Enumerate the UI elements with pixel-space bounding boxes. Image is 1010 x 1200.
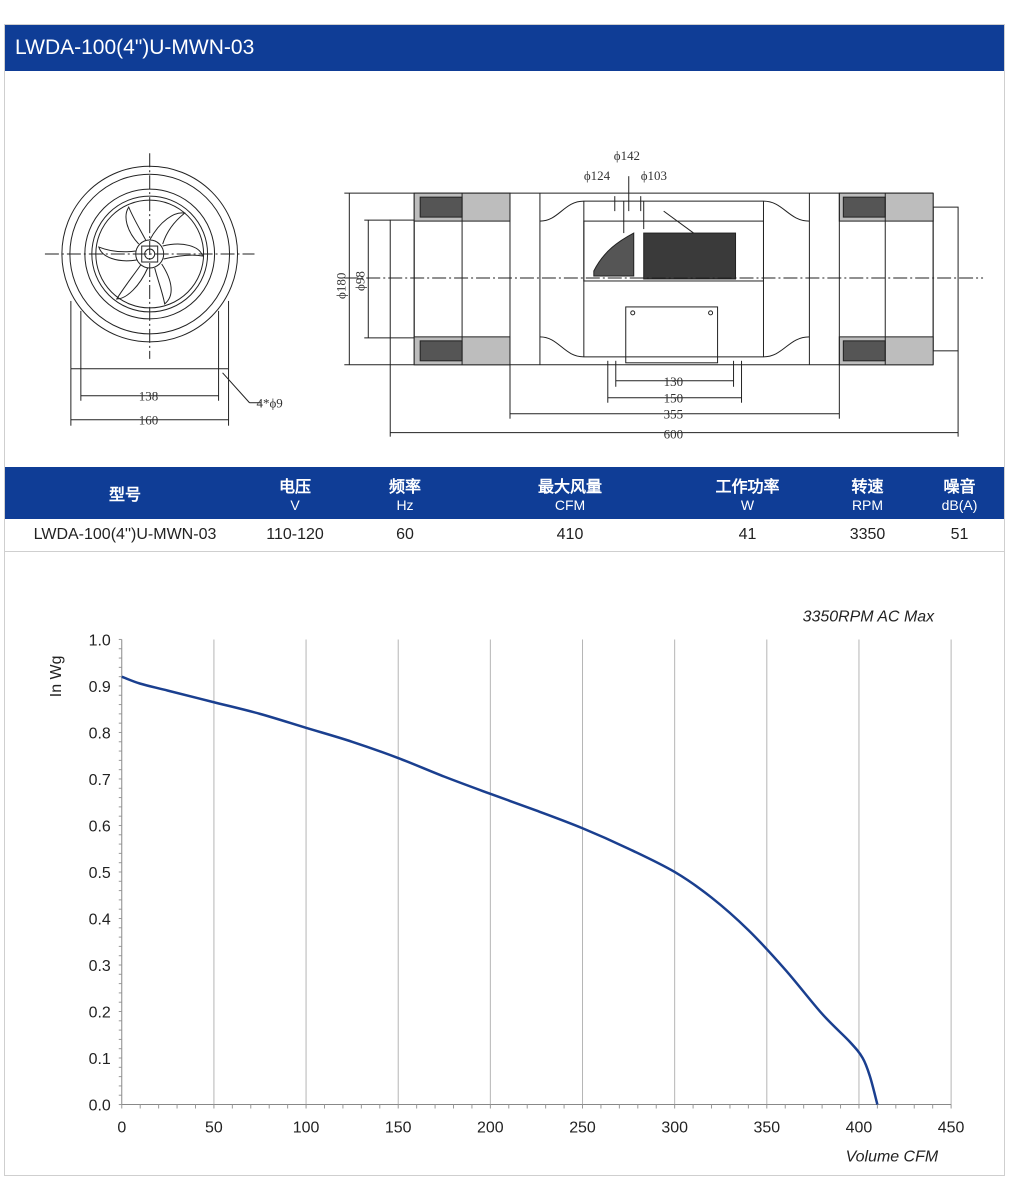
y-tick-label: 0.5 xyxy=(89,865,111,882)
x-tick-label: 100 xyxy=(293,1119,320,1136)
header-speed: 转速 RPM xyxy=(820,467,915,519)
x-tick-label: 200 xyxy=(477,1119,504,1136)
x-tick-label: 50 xyxy=(205,1119,223,1136)
chart-series xyxy=(121,675,879,1105)
spec-header-row: 型号 电压 V 频率 Hz 最大风量 CFM 工作功率 W 转速 RPM 噪音 dB(A) xyxy=(5,467,1004,519)
chart-grid xyxy=(213,639,952,1105)
dim-130: 130 xyxy=(664,374,683,389)
cell-power: 41 xyxy=(675,519,820,552)
y-tick-label: 0.1 xyxy=(89,1051,111,1068)
x-tick-label: 350 xyxy=(753,1119,780,1136)
x-tick-label: 400 xyxy=(846,1119,873,1136)
y-tick-label: 0.7 xyxy=(89,772,111,789)
page-title: LWDA-100(4")U-MWN-03 xyxy=(5,25,1004,71)
header-noise: 噪音 dB(A) xyxy=(915,467,1004,519)
cell-speed: 3350 xyxy=(820,519,915,552)
cell-noise: 51 xyxy=(915,519,1004,552)
y-tick-label: 0.2 xyxy=(89,1004,111,1021)
cell-model: LWDA-100(4'')U-MWN-03 xyxy=(5,519,245,552)
y-tick-label: 0.9 xyxy=(89,679,111,696)
dim-138: 138 xyxy=(139,389,158,404)
y-tick-label: 1.0 xyxy=(89,632,111,649)
x-tick-label: 250 xyxy=(569,1119,596,1136)
dim-d180: ϕ180 xyxy=(333,273,348,299)
cell-frequency: 60 xyxy=(345,519,465,552)
y-tick-label: 0.0 xyxy=(89,1098,111,1115)
chart-ticks: 0.0 0.1 0.2 0.3 0.4 0.5 0.6 0.7 0.8 0.9 1.0 0 50 100 1… xyxy=(89,632,965,1136)
dim-600: 600 xyxy=(664,427,683,442)
y-tick-label: 0.4 xyxy=(89,911,111,928)
front-view xyxy=(44,153,261,426)
table-row: LWDA-100(4'')U-MWN-03 110-120 60 410 41 … xyxy=(5,519,1004,552)
x-tick-label: 300 xyxy=(661,1119,688,1136)
x-tick-label: 0 xyxy=(117,1119,126,1136)
side-view xyxy=(344,176,984,437)
product-card: LWDA-100(4")U-MWN-03 xyxy=(4,24,1005,1176)
dim-355: 355 xyxy=(664,407,683,422)
header-voltage: 电压 V xyxy=(245,467,345,519)
header-frequency: 频率 Hz xyxy=(345,467,465,519)
y-tick-label: 0.6 xyxy=(89,818,111,835)
cell-voltage: 110-120 xyxy=(245,519,345,552)
header-max-airflow: 最大风量 CFM xyxy=(465,467,675,519)
x-tick-label: 450 xyxy=(938,1119,965,1136)
x-axis-label: Volume CFM xyxy=(846,1148,939,1165)
header-model: 型号 xyxy=(5,467,245,519)
dim-160: 160 xyxy=(139,413,158,428)
dim-d98: ϕ98 xyxy=(352,271,367,291)
dim-d103: ϕ103 xyxy=(641,168,667,183)
performance-curve xyxy=(121,675,879,1105)
y-tick-label: 0.8 xyxy=(89,725,111,742)
y-axis-label: In Wg xyxy=(48,656,65,698)
dim-holes: 4*ϕ9 xyxy=(256,396,282,411)
dim-d124: ϕ124 xyxy=(584,168,611,183)
header-power: 工作功率 W xyxy=(675,467,820,519)
x-tick-label: 150 xyxy=(385,1119,412,1136)
dim-d142: ϕ142 xyxy=(614,148,640,163)
cell-max-airflow: 410 xyxy=(465,519,675,552)
y-tick-label: 0.3 xyxy=(89,958,111,975)
dimension-drawing: ϕ142 ϕ124 ϕ103 ϕ180 ϕ98 130 150 355 600 … xyxy=(44,148,984,442)
spec-table: 型号 电压 V 频率 Hz 最大风量 CFM 工作功率 W 转速 RPM 噪音 dB(A) … xyxy=(5,467,1004,552)
performance-chart: 3350RPM AC Max Volume CFM In Wg 0.00.10.… xyxy=(48,608,965,1165)
chart-title: 3350RPM AC Max xyxy=(803,608,936,625)
dim-150: 150 xyxy=(664,391,683,406)
